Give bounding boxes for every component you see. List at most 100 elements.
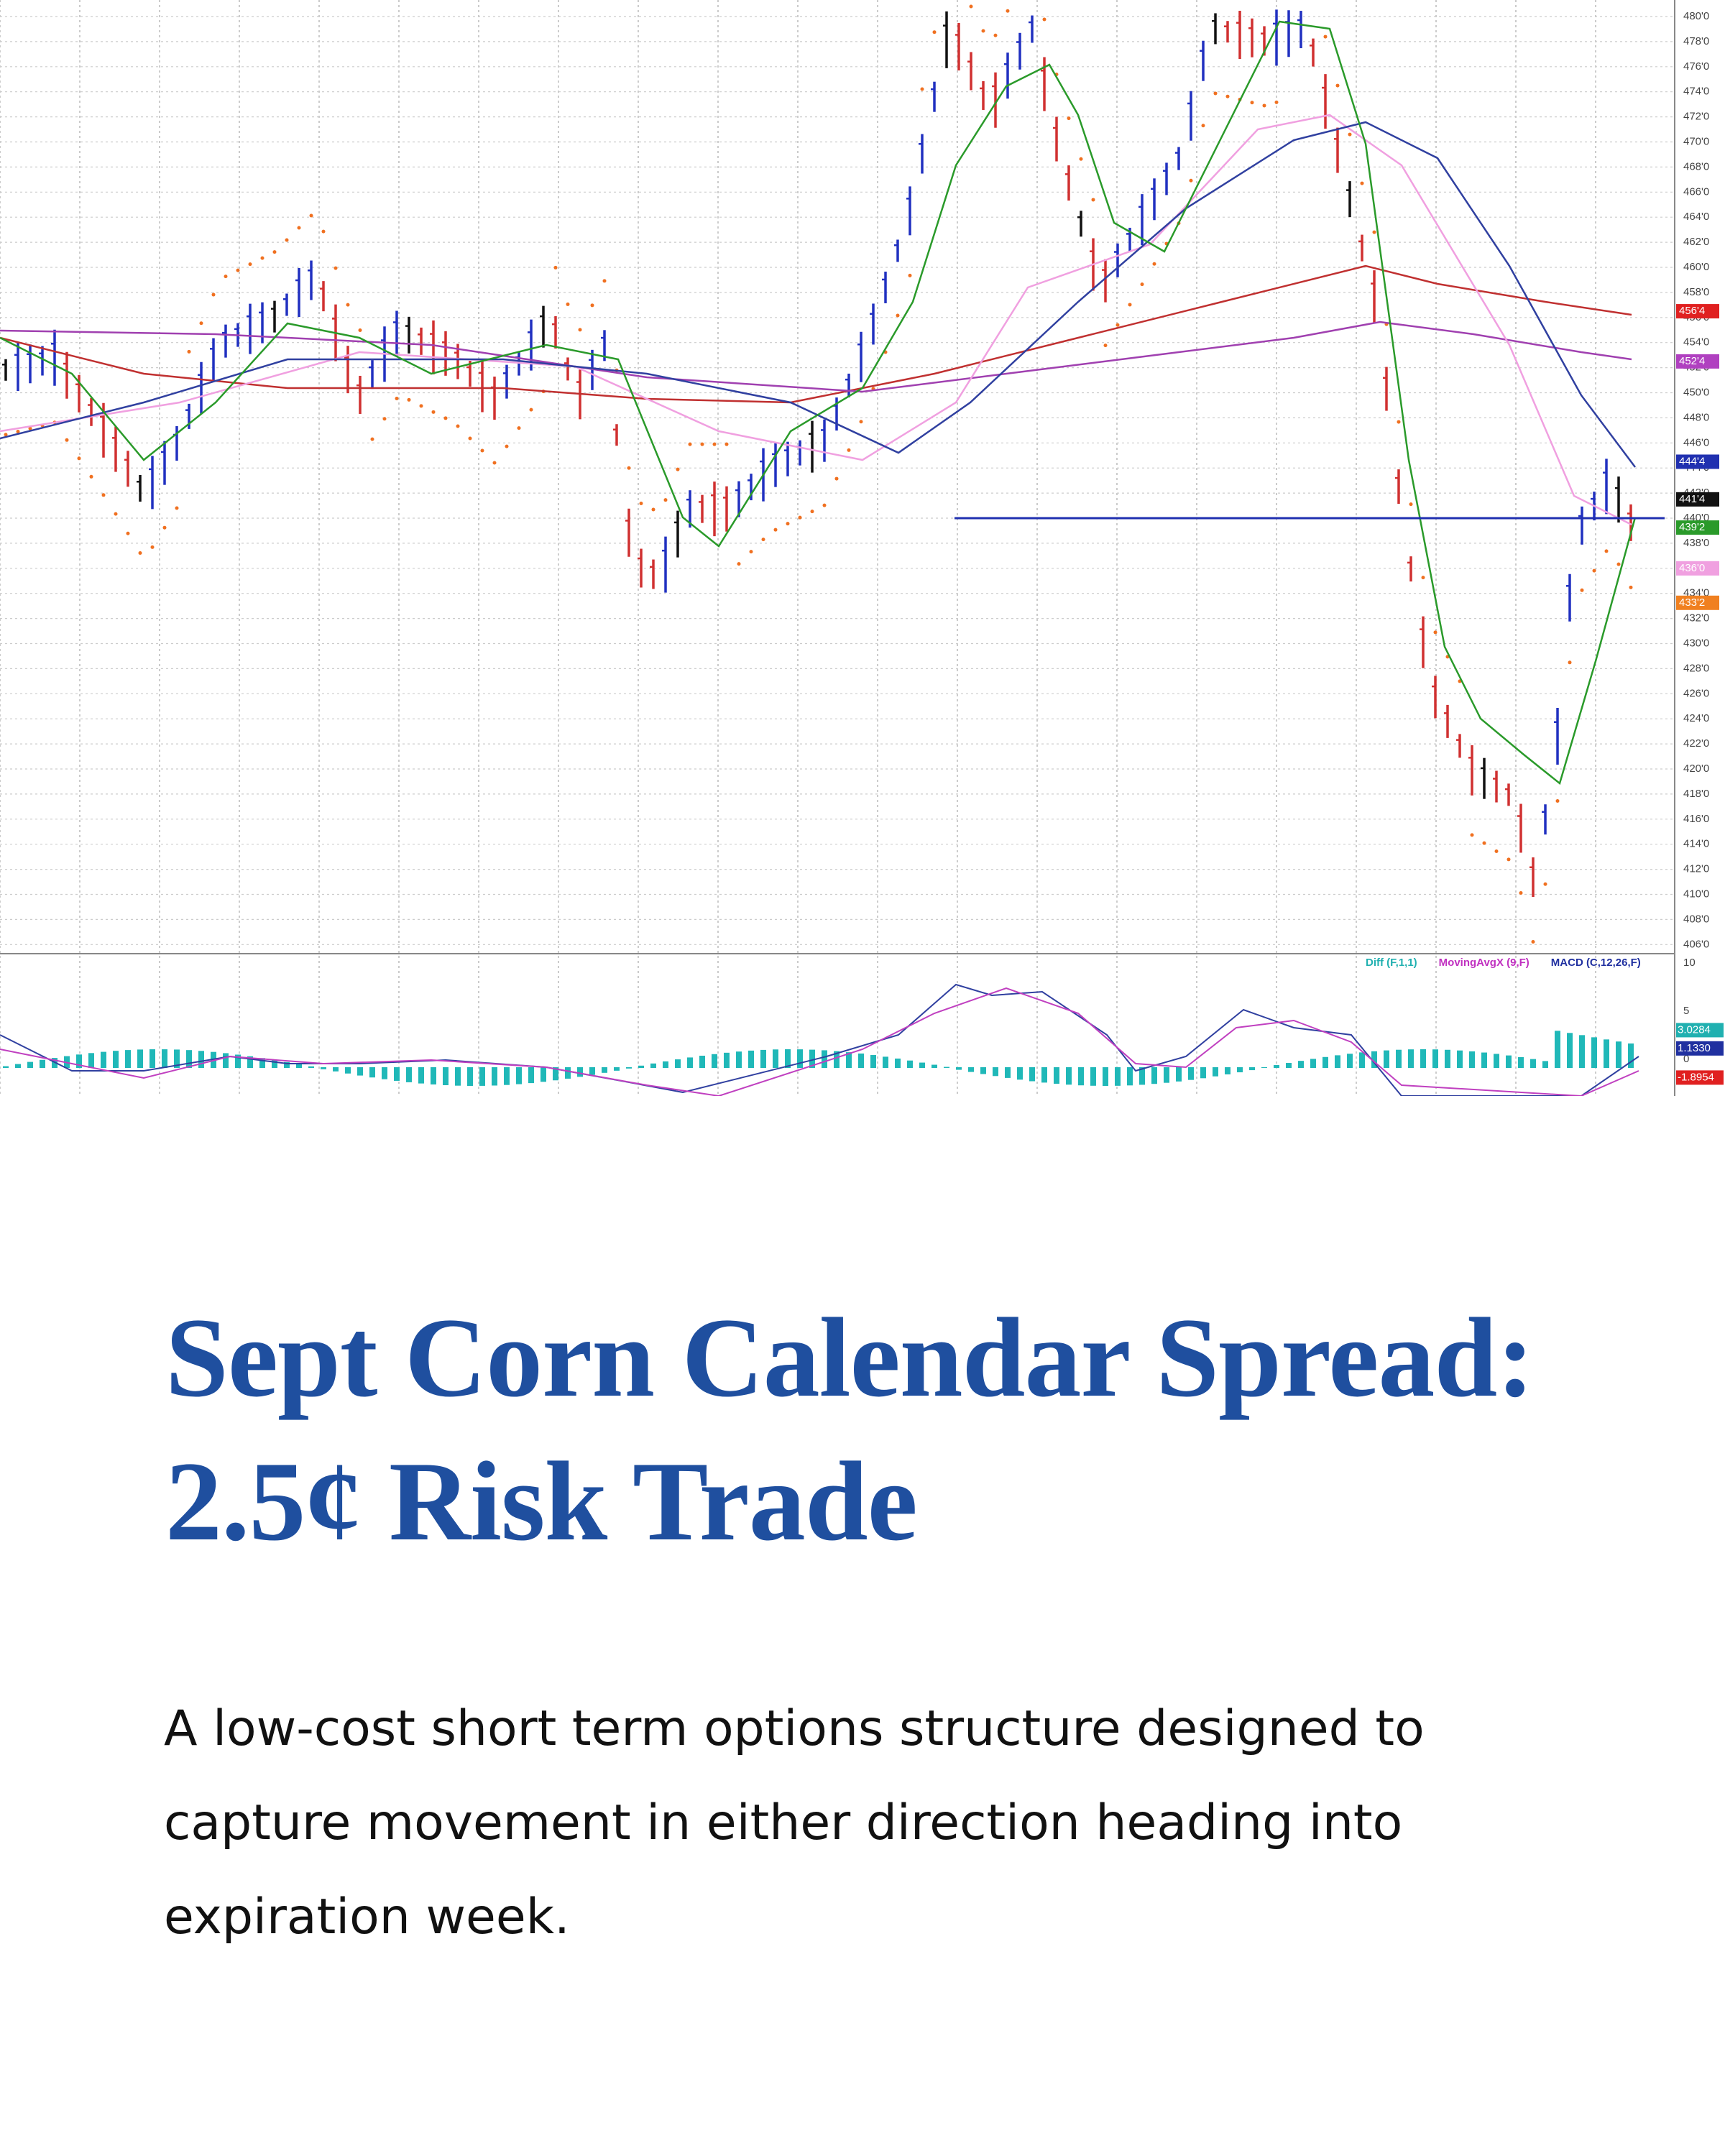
price-tick-label: 430'0: [1683, 637, 1709, 649]
macd-bar: [467, 1067, 473, 1086]
sar-dot: [1067, 116, 1071, 121]
macd-bar: [345, 1067, 351, 1074]
sar-dot: [993, 33, 998, 37]
price-tick-label: 428'0: [1683, 662, 1709, 674]
price-tick-label: 418'0: [1683, 788, 1709, 800]
sar-dot: [981, 29, 985, 33]
macd-bar: [1249, 1067, 1255, 1071]
macd-bar: [1506, 1055, 1512, 1068]
macd-bar: [1078, 1067, 1084, 1086]
price-flag-label: 439'2: [1679, 521, 1705, 533]
macd-bar: [1261, 1067, 1267, 1069]
price-flag: [1676, 354, 1719, 369]
macd-bar: [1469, 1051, 1475, 1068]
sar-dot: [334, 266, 338, 270]
sar-dot: [480, 448, 484, 453]
macd-bar: [394, 1067, 400, 1081]
macd-bar: [1310, 1059, 1316, 1068]
macd-bar: [1420, 1049, 1426, 1068]
macd-bar: [760, 1049, 766, 1068]
price-tick-label: 406'0: [1683, 938, 1709, 950]
macd-bar: [40, 1059, 45, 1068]
macd-bar: [1274, 1065, 1279, 1068]
macd-bar: [1054, 1067, 1059, 1084]
macd-bar: [333, 1067, 339, 1072]
price-tick-label: 416'0: [1683, 813, 1709, 825]
price-tick-label: 468'0: [1683, 160, 1709, 172]
macd-bar: [736, 1051, 742, 1068]
sar-dot: [737, 562, 741, 566]
price-tick-label: 466'0: [1683, 185, 1709, 198]
macd-bar: [186, 1050, 192, 1068]
sar-dot: [1494, 849, 1499, 854]
sar-dot: [346, 303, 350, 307]
sar-dot: [712, 442, 717, 446]
macd-signal: [0, 987, 1639, 1096]
sar-dot: [1348, 132, 1352, 137]
sar-dot: [309, 213, 313, 218]
macd-bar: [1408, 1049, 1414, 1068]
macd-bar: [687, 1057, 693, 1068]
macd-bar: [174, 1049, 180, 1068]
macd-bar: [1127, 1067, 1133, 1086]
macd-bar: [15, 1064, 21, 1068]
macd-bar: [516, 1067, 522, 1084]
macd-bar: [602, 1067, 607, 1073]
price-tick-label: 446'0: [1683, 436, 1709, 448]
price-flag-label: 433'2: [1679, 596, 1705, 609]
macd-bar: [577, 1067, 583, 1077]
macd-bar: [1005, 1067, 1011, 1078]
sar-dot: [1250, 101, 1254, 105]
macd-bar: [27, 1061, 33, 1068]
sar-dot: [932, 30, 937, 34]
indicator-label: MACD (C,12,26,F): [1551, 957, 1641, 969]
macd-bar: [614, 1067, 620, 1071]
price-flag-label: 436'0: [1679, 562, 1705, 574]
sar-dot: [1580, 588, 1584, 592]
moving-average: [0, 20, 1637, 786]
macd-bar: [1359, 1052, 1365, 1068]
sar-dot: [969, 4, 973, 9]
macd-bar: [259, 1058, 265, 1068]
macd-bar: [1066, 1067, 1072, 1085]
macd-bar: [223, 1053, 229, 1068]
macd-tick-label: 5: [1683, 1005, 1689, 1017]
price-flag: [1676, 595, 1719, 610]
moving-average: [0, 264, 1632, 404]
macd-bar: [162, 1049, 167, 1068]
macd-bar: [492, 1067, 497, 1086]
macd-bar: [1225, 1067, 1230, 1074]
macd-bar: [1432, 1049, 1438, 1068]
sar-dot: [395, 396, 399, 400]
macd-bar: [235, 1054, 241, 1068]
macd-bar: [1139, 1067, 1145, 1085]
sar-dot: [688, 442, 692, 446]
macd-bar: [1567, 1033, 1573, 1068]
sar-dot: [211, 292, 216, 297]
price-flag-label: 441'4: [1679, 493, 1705, 505]
macd-bar: [907, 1060, 913, 1068]
macd-flag-label: 3.0284: [1678, 1023, 1711, 1036]
macd-bar: [1188, 1067, 1194, 1080]
macd-bar: [1481, 1052, 1487, 1068]
macd-bar: [1041, 1067, 1047, 1083]
macd-flag-label: 1.1330: [1678, 1042, 1711, 1054]
sar-dot: [1262, 103, 1266, 108]
sar-dot: [1470, 833, 1474, 837]
macd-flag: [1676, 1041, 1724, 1056]
price-tick-label: 476'0: [1683, 60, 1709, 73]
price-tick-label: 462'0: [1683, 236, 1709, 248]
macd-bar: [1176, 1067, 1182, 1082]
macd-bar: [1579, 1035, 1585, 1068]
sar-dot: [1201, 124, 1205, 128]
chart-background: [0, 0, 1725, 1096]
macd-bar: [1628, 1043, 1634, 1068]
sar-dot: [1568, 660, 1572, 665]
price-tick-label: 458'0: [1683, 286, 1709, 298]
macd-line: [0, 983, 1639, 1096]
macd-bar: [296, 1064, 302, 1068]
sar-dot: [1616, 562, 1621, 566]
sar-dot: [749, 550, 753, 554]
sar-dot: [224, 275, 228, 279]
